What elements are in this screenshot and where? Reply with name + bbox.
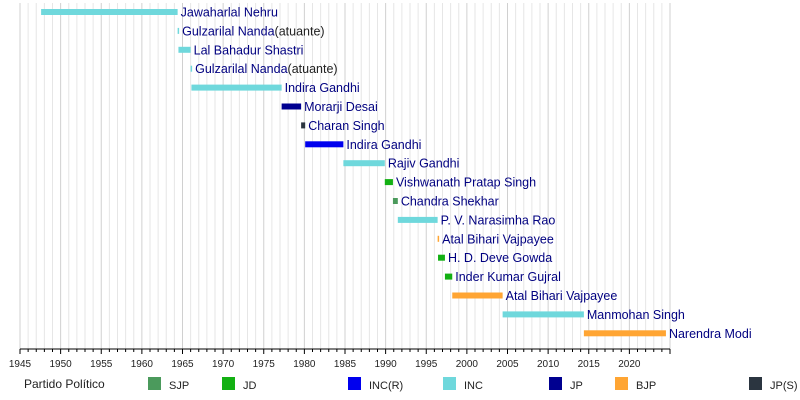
bar-label-note: (atuante) [288,62,338,76]
bar-label: Indira Gandhi [285,81,360,95]
bar [392,198,398,204]
bar-label: Chandra Shekhar [401,195,499,209]
legend-swatch [549,377,562,390]
bar [190,65,193,72]
x-tick-label: 2005 [496,359,519,370]
legend-swatch [148,377,161,390]
bar [301,122,306,129]
legend-item: INC(R) [348,377,403,392]
bar-label-name: Atal Bihari Vajpayee [506,289,618,303]
bar [177,27,180,34]
bar [178,46,191,53]
bar-label: P. V. Narasimha Rao [441,213,556,227]
x-tick-label: 1975 [253,359,276,370]
legend-swatch [443,377,456,390]
bar [444,273,453,280]
bar-label-name: Rajiv Gandhi [388,157,460,171]
bar [583,330,666,337]
legend-label: JP [570,380,583,392]
legend-item: INC [443,377,483,392]
legend-item: JD [222,377,257,392]
bar-label-name: Morarji Desai [304,100,378,114]
x-tick-label: 1980 [293,359,316,370]
bar [452,292,503,299]
bar-label-name: Atal Bihari Vajpayee [442,232,554,246]
x-tick-label: 1960 [131,359,154,370]
bar-label: Atal Bihari Vajpayee [442,232,554,246]
bar [437,235,440,242]
x-tick-label: 1985 [334,359,357,370]
bar-label-name: Charan Singh [308,119,384,133]
legend-label: BJP [636,380,656,392]
bar-label: Jawaharlal Nehru [181,6,278,20]
bar-label: H. D. Deve Gowda [448,251,552,265]
x-tick-label: 2010 [537,359,560,370]
grid-lines [19,3,671,349]
legend-item: BJP [615,377,656,392]
legend-item: JP(S) [749,377,798,392]
bar [41,9,178,15]
legend-swatch [615,377,628,390]
x-tick-label: 2015 [578,359,601,370]
x-tick-label: 1990 [375,359,398,370]
bar-label: Inder Kumar Gujral [455,270,561,284]
x-tick-label: 1970 [212,359,235,370]
bar-label-name: Indira Gandhi [346,138,421,152]
x-tick-label: 2000 [456,359,479,370]
bar [438,254,445,261]
bar-label: Narendra Modi [669,327,752,341]
bar-label: Gulzarilal Nanda(atuante) [182,24,324,38]
bar-label-name: Chandra Shekhar [401,195,499,209]
bar-label-name: Gulzarilal Nanda [195,62,287,76]
bar-label-name: Gulzarilal Nanda [182,24,274,38]
bar-label-name: Vishwanath Pratap Singh [396,176,536,190]
legend-swatch [222,377,235,390]
bar-label: Morarji Desai [304,100,378,114]
bar-label-name: Manmohan Singh [587,308,685,322]
bar-label: Atal Bihari Vajpayee [506,289,618,303]
bar-label-name: Narendra Modi [669,327,752,341]
bar-label-name: H. D. Deve Gowda [448,251,552,265]
bar [305,141,344,148]
x-tick-label: 1995 [415,359,438,370]
bar [343,160,385,167]
x-axis: 1945 1950 1955 1960 1965 1970 1975 1980 1985 1990… [9,348,671,370]
legend-label: JP(S) [770,380,798,392]
legend: Partido Político SJP JD INC(R) INC JP BJP JP(S) [24,377,798,392]
bar-label: Lal Bahadur Shastri [194,43,304,57]
bar-label: Vishwanath Pratap Singh [396,176,536,190]
legend-item: JP [549,377,583,392]
legend-title: Partido Político [24,377,105,391]
legend-label: INC [464,380,483,392]
bar [384,179,393,186]
x-tick-label: 2020 [618,359,641,370]
bar [397,216,438,223]
bar-label-name: Lal Bahadur Shastri [194,43,304,57]
bar [502,311,584,318]
bar-label: Gulzarilal Nanda(atuante) [195,62,337,76]
bar [281,103,302,110]
bar-label: Rajiv Gandhi [388,157,460,171]
legend-label: INC(R) [369,380,403,392]
legend-item: SJP [148,377,189,392]
bar-label-name: Jawaharlal Nehru [181,6,278,20]
bar [191,84,282,91]
legend-swatch [348,377,361,390]
x-tick-label: 1965 [171,359,194,370]
legend-label: JD [243,380,257,392]
legend-label: SJP [169,380,189,392]
bar-label-note: (atuante) [275,24,325,38]
bar-label: Charan Singh [308,119,384,133]
bar-label-name: P. V. Narasimha Rao [441,213,556,227]
legend-swatch [749,377,762,390]
x-tick-label: 1955 [90,359,113,370]
bar-label: Manmohan Singh [587,308,685,322]
x-tick-label: 1945 [9,359,32,370]
bar-label-name: Inder Kumar Gujral [455,270,561,284]
bar-label: Indira Gandhi [346,138,421,152]
bar-label-name: Indira Gandhi [285,81,360,95]
x-tick-label: 1950 [50,359,73,370]
